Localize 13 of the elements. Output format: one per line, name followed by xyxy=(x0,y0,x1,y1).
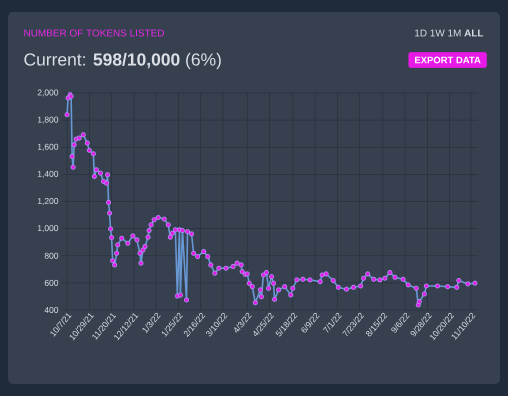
y-tick-label: 400 xyxy=(44,307,58,313)
y-tick-label: 600 xyxy=(44,280,58,286)
y-tick-label: 1,000 xyxy=(38,225,58,232)
chart-title: NUMBER OF TOKENS LISTED xyxy=(24,29,164,37)
text: 1D 1W 1M ALL xyxy=(415,30,484,36)
y-tick-label: 1,200 xyxy=(38,198,58,205)
y-tick-label: 800 xyxy=(44,252,58,259)
y-tick-label: 2,000 xyxy=(38,90,58,96)
y-tick-label: 1,400 xyxy=(38,170,58,178)
chart-subtitle: Current: 598/10,000 (6%) xyxy=(24,52,221,70)
text: EXPORT DATA xyxy=(415,56,481,64)
y-tick-label: 1,600 xyxy=(38,144,58,151)
y-tick-label: 1,800 xyxy=(38,116,58,124)
